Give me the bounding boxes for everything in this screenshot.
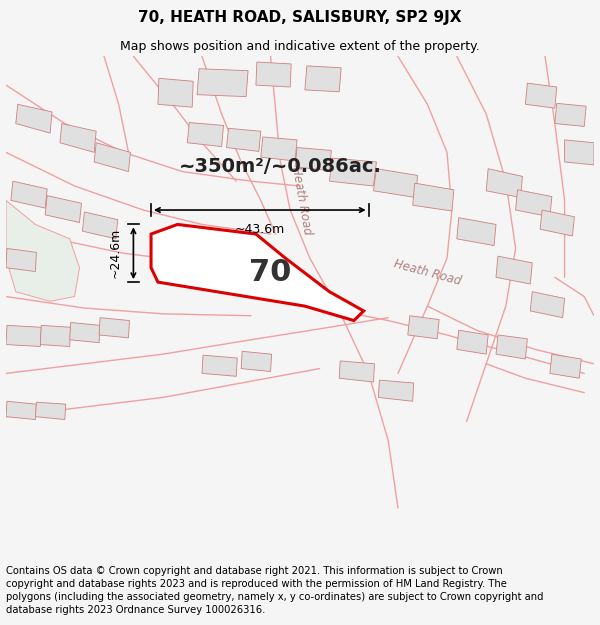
Polygon shape — [413, 183, 454, 211]
Polygon shape — [94, 142, 130, 172]
Polygon shape — [550, 354, 581, 378]
Polygon shape — [40, 326, 71, 346]
Text: Heath Road: Heath Road — [290, 165, 314, 236]
Polygon shape — [6, 201, 79, 301]
Text: ~24.6m: ~24.6m — [109, 228, 122, 278]
Polygon shape — [35, 402, 66, 419]
Polygon shape — [339, 361, 374, 382]
Polygon shape — [457, 330, 488, 354]
Polygon shape — [241, 351, 272, 371]
Polygon shape — [496, 256, 532, 284]
Text: 70, HEATH ROAD, SALISBURY, SP2 9JX: 70, HEATH ROAD, SALISBURY, SP2 9JX — [138, 10, 462, 25]
Polygon shape — [515, 190, 552, 217]
Polygon shape — [99, 318, 130, 338]
Polygon shape — [329, 158, 376, 186]
Polygon shape — [11, 181, 47, 208]
Text: Map shows position and indicative extent of the property.: Map shows position and indicative extent… — [120, 41, 480, 53]
Polygon shape — [457, 217, 496, 246]
Polygon shape — [6, 326, 41, 346]
Polygon shape — [379, 380, 413, 401]
Text: 70: 70 — [250, 258, 292, 287]
Text: ~350m²/~0.086ac.: ~350m²/~0.086ac. — [179, 158, 382, 176]
Polygon shape — [555, 103, 586, 126]
Polygon shape — [82, 212, 118, 239]
Polygon shape — [295, 148, 331, 171]
Polygon shape — [408, 316, 439, 339]
Polygon shape — [187, 122, 224, 147]
Polygon shape — [496, 335, 527, 359]
Polygon shape — [70, 322, 100, 342]
Polygon shape — [151, 224, 364, 321]
Polygon shape — [261, 137, 297, 161]
Polygon shape — [6, 249, 37, 271]
Polygon shape — [202, 355, 237, 376]
Polygon shape — [526, 83, 557, 108]
Polygon shape — [530, 292, 565, 318]
Polygon shape — [158, 78, 193, 108]
Polygon shape — [540, 210, 574, 236]
Polygon shape — [60, 124, 96, 152]
Polygon shape — [305, 66, 341, 92]
Text: ~43.6m: ~43.6m — [235, 224, 285, 236]
Polygon shape — [6, 401, 37, 419]
Polygon shape — [486, 169, 523, 198]
Polygon shape — [374, 169, 418, 198]
Text: Contains OS data © Crown copyright and database right 2021. This information is : Contains OS data © Crown copyright and d… — [6, 566, 544, 615]
Polygon shape — [256, 62, 291, 87]
Polygon shape — [16, 104, 52, 133]
Polygon shape — [197, 69, 248, 97]
Text: Heath Road: Heath Road — [392, 258, 463, 288]
Polygon shape — [565, 140, 594, 165]
Polygon shape — [45, 196, 82, 222]
Polygon shape — [227, 128, 261, 151]
